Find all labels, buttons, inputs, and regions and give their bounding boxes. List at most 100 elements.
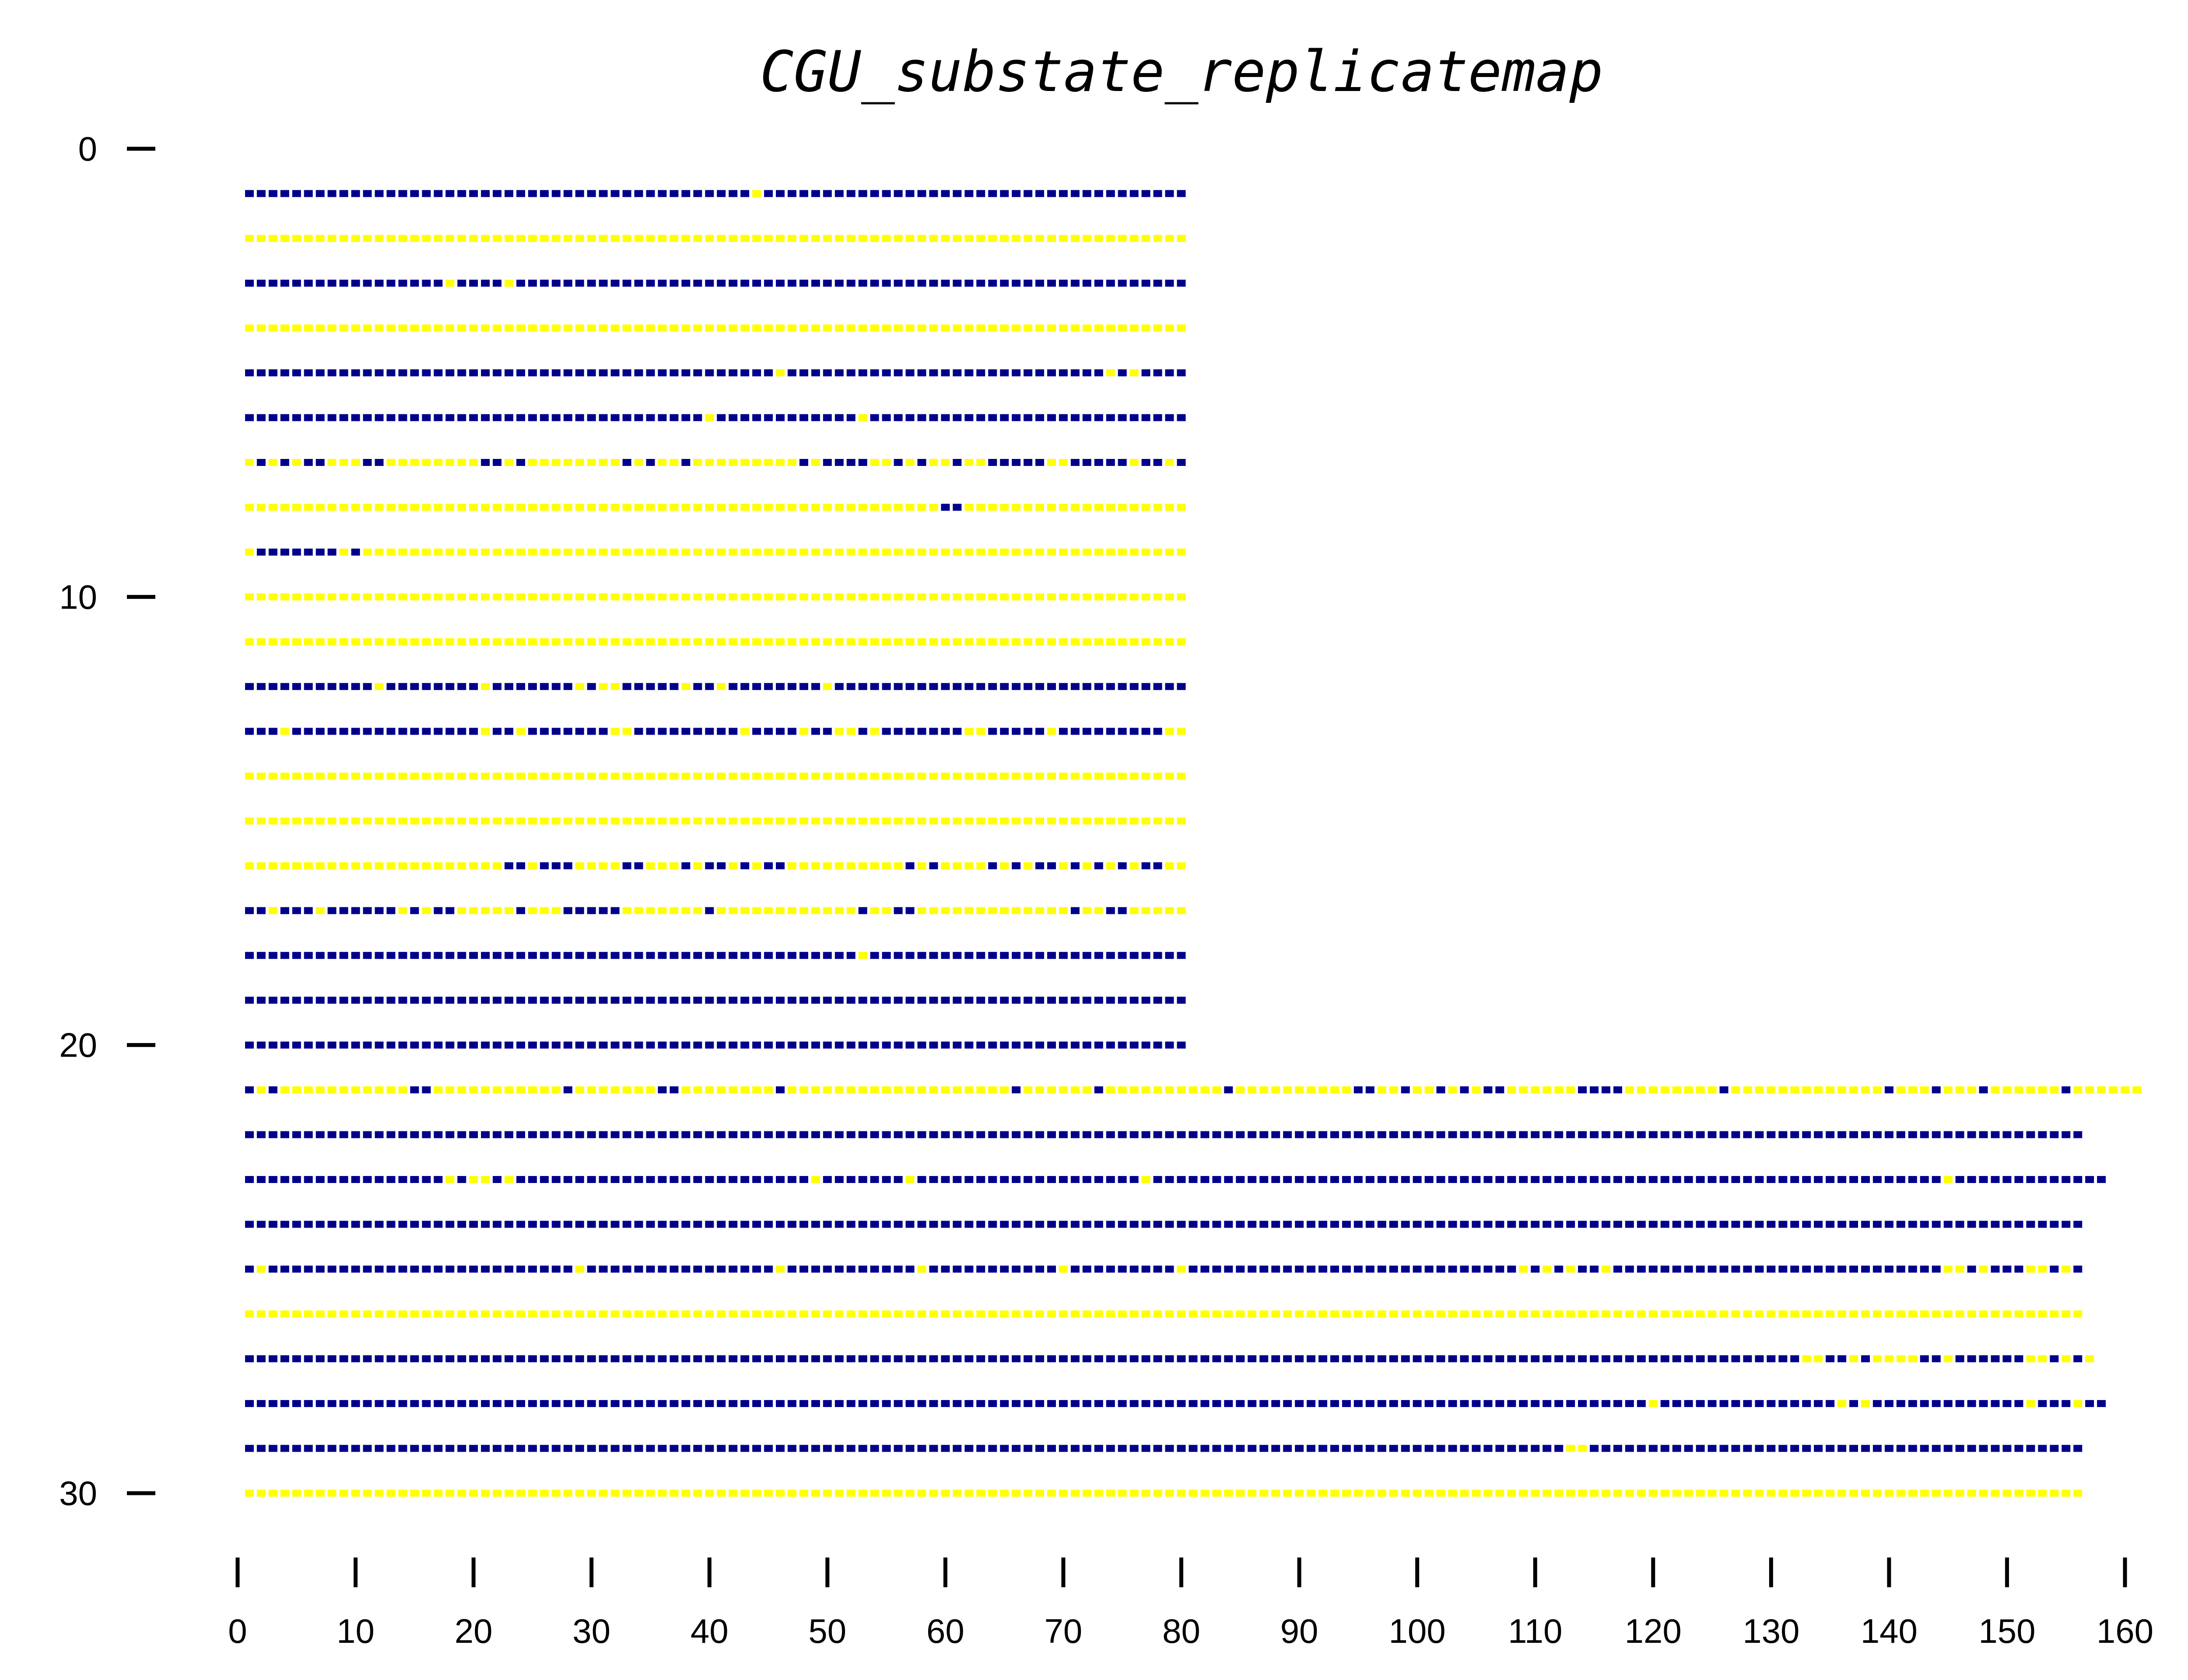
point-state-0 xyxy=(422,1265,431,1273)
point-state-1 xyxy=(1778,1086,1788,1094)
point-state-0 xyxy=(752,414,761,421)
point-state-0 xyxy=(516,907,525,914)
point-state-1 xyxy=(1059,862,1068,869)
point-state-0 xyxy=(1094,459,1103,466)
point-state-0 xyxy=(1106,907,1115,914)
point-state-1 xyxy=(563,1310,572,1318)
point-state-1 xyxy=(1047,593,1056,601)
point-state-0 xyxy=(1141,414,1150,421)
point-state-1 xyxy=(646,1490,655,1497)
point-state-1 xyxy=(1012,324,1021,332)
point-state-1 xyxy=(1660,1086,1669,1094)
point-state-1 xyxy=(776,1490,785,1497)
point-state-0 xyxy=(1082,1221,1091,1228)
point-state-0 xyxy=(1153,728,1162,735)
point-state-1 xyxy=(646,1310,655,1318)
point-state-0 xyxy=(1684,1355,1693,1362)
point-state-0 xyxy=(988,1221,997,1228)
point-state-0 xyxy=(1000,997,1009,1004)
point-state-0 xyxy=(870,683,879,690)
point-state-1 xyxy=(587,548,596,556)
point-state-1 xyxy=(434,593,443,601)
point-state-1 xyxy=(1495,1490,1504,1497)
point-state-0 xyxy=(1177,369,1186,377)
point-state-0 xyxy=(1035,1221,1044,1228)
point-state-0 xyxy=(1672,1221,1681,1228)
point-state-1 xyxy=(894,1310,903,1318)
point-state-1 xyxy=(787,504,796,511)
point-state-1 xyxy=(1802,1490,1811,1497)
point-state-0 xyxy=(1755,1400,1764,1407)
point-state-1 xyxy=(1070,817,1080,825)
point-state-0 xyxy=(316,459,325,466)
point-state-1 xyxy=(540,504,549,511)
point-state-1 xyxy=(1896,1355,1905,1362)
point-state-1 xyxy=(929,593,938,601)
point-state-1 xyxy=(740,773,750,780)
point-state-0 xyxy=(292,369,301,377)
point-state-0 xyxy=(1082,1176,1091,1183)
point-state-0 xyxy=(1259,1221,1269,1228)
point-state-1 xyxy=(316,773,325,780)
point-state-0 xyxy=(1141,683,1150,690)
point-state-1 xyxy=(292,1490,301,1497)
point-state-1 xyxy=(1236,1086,1245,1094)
point-state-0 xyxy=(2014,1445,2023,1452)
point-state-0 xyxy=(811,414,820,421)
point-state-1 xyxy=(1755,1490,1764,1497)
point-state-1 xyxy=(1118,638,1127,645)
point-state-0 xyxy=(729,1445,738,1452)
point-state-0 xyxy=(2097,1176,2106,1183)
point-state-1 xyxy=(410,1490,419,1497)
point-state-1 xyxy=(434,773,443,780)
point-state-1 xyxy=(469,638,478,645)
point-state-1 xyxy=(858,952,867,959)
point-state-0 xyxy=(634,414,643,421)
point-state-0 xyxy=(1129,683,1139,690)
point-state-1 xyxy=(551,548,561,556)
point-state-1 xyxy=(646,593,655,601)
point-state-1 xyxy=(2050,1310,2059,1318)
point-state-0 xyxy=(799,1176,808,1183)
point-state-0 xyxy=(1059,952,1068,959)
point-state-0 xyxy=(351,369,360,377)
point-state-1 xyxy=(870,324,879,332)
point-state-0 xyxy=(1307,1176,1315,1183)
point-state-0 xyxy=(964,1041,974,1049)
point-state-0 xyxy=(1000,1176,1009,1183)
point-state-0 xyxy=(245,1041,254,1049)
point-state-0 xyxy=(1884,1265,1893,1273)
point-state-0 xyxy=(870,280,879,287)
point-state-0 xyxy=(717,997,726,1004)
point-state-0 xyxy=(268,728,277,735)
point-state-1 xyxy=(740,459,750,466)
point-state-1 xyxy=(717,817,726,825)
point-state-1 xyxy=(481,593,490,601)
point-state-1 xyxy=(268,459,277,466)
point-state-1 xyxy=(540,324,549,332)
point-state-1 xyxy=(1837,1310,1847,1318)
point-state-1 xyxy=(575,1490,584,1497)
point-state-0 xyxy=(563,1445,572,1452)
point-state-0 xyxy=(835,190,844,197)
y-tick-label: 30 xyxy=(59,1474,97,1512)
point-state-0 xyxy=(1708,1221,1717,1228)
point-state-1 xyxy=(976,773,985,780)
point-state-0 xyxy=(988,997,997,1004)
point-state-0 xyxy=(1884,1176,1893,1183)
point-state-1 xyxy=(1342,1086,1351,1094)
point-state-0 xyxy=(1259,1400,1269,1407)
point-state-1 xyxy=(846,817,856,825)
point-state-1 xyxy=(894,234,903,242)
point-state-0 xyxy=(1259,1265,1269,1273)
point-state-0 xyxy=(505,683,513,690)
point-state-1 xyxy=(787,862,796,869)
point-state-1 xyxy=(1106,504,1115,511)
point-state-0 xyxy=(799,1355,808,1362)
point-state-1 xyxy=(2121,1086,2129,1094)
point-state-1 xyxy=(375,504,384,511)
point-state-0 xyxy=(280,952,289,959)
point-state-1 xyxy=(1012,504,1021,511)
point-state-0 xyxy=(1295,1131,1304,1138)
point-state-0 xyxy=(292,1041,301,1049)
